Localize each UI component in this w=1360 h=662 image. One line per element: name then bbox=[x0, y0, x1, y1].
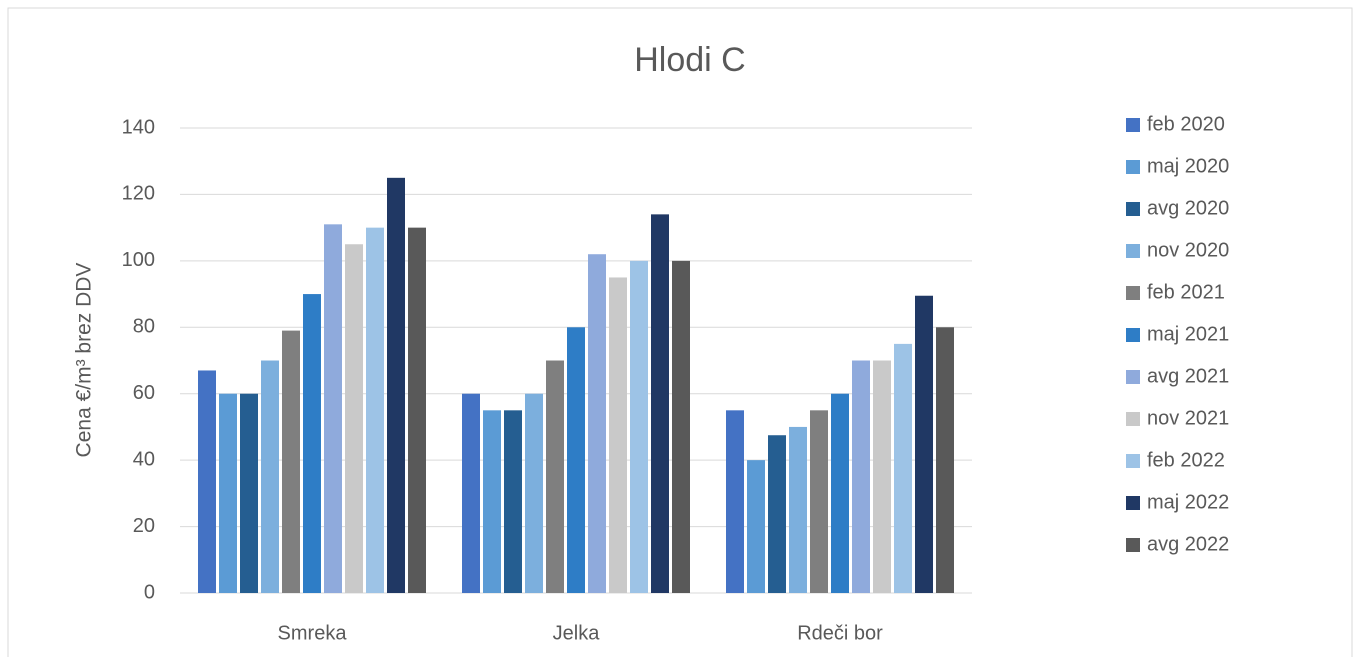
bar bbox=[483, 410, 501, 593]
bar bbox=[567, 327, 585, 593]
legend-swatch bbox=[1126, 496, 1140, 510]
y-tick-label: 140 bbox=[122, 116, 155, 138]
y-tick-label: 0 bbox=[144, 581, 155, 603]
legend-swatch bbox=[1126, 202, 1140, 216]
bar bbox=[504, 410, 522, 593]
bar bbox=[261, 360, 279, 593]
legend-swatch bbox=[1126, 370, 1140, 384]
bar bbox=[462, 393, 480, 593]
bar bbox=[387, 177, 405, 594]
legend-swatch bbox=[1126, 286, 1140, 300]
y-tick-label: 120 bbox=[122, 183, 155, 205]
bar bbox=[915, 295, 933, 593]
legend-swatch bbox=[1126, 160, 1140, 174]
legend-swatch bbox=[1126, 118, 1140, 132]
bar bbox=[303, 294, 321, 593]
legend-label: maj 2022 bbox=[1147, 491, 1229, 513]
chart-border bbox=[7, 7, 1353, 662]
bar bbox=[936, 327, 954, 593]
bar bbox=[282, 330, 300, 593]
legend-swatch bbox=[1126, 538, 1140, 552]
x-tick-label: Smreka bbox=[278, 622, 348, 644]
legend-label: maj 2020 bbox=[1147, 155, 1229, 177]
chart-title: Hlodi C bbox=[634, 41, 745, 79]
bar bbox=[219, 393, 237, 593]
y-tick-label: 40 bbox=[133, 448, 155, 470]
legend-swatch bbox=[1126, 412, 1140, 426]
bar bbox=[408, 227, 426, 593]
bar bbox=[324, 224, 342, 594]
bar bbox=[546, 360, 564, 593]
legend-label: nov 2020 bbox=[1147, 239, 1229, 261]
legend-swatch bbox=[1126, 328, 1140, 342]
bar bbox=[366, 227, 384, 593]
bar bbox=[651, 214, 669, 593]
legend-label: maj 2021 bbox=[1147, 323, 1229, 345]
y-tick-label: 100 bbox=[122, 249, 155, 271]
legend-label: avg 2021 bbox=[1147, 365, 1229, 387]
legend-swatch bbox=[1126, 244, 1140, 258]
legend-swatch bbox=[1126, 454, 1140, 468]
bar bbox=[810, 410, 828, 593]
bar bbox=[672, 260, 690, 593]
bar bbox=[894, 343, 912, 593]
x-tick-label: Jelka bbox=[553, 622, 601, 644]
legend-label: avg 2020 bbox=[1147, 197, 1229, 219]
legend-label: feb 2021 bbox=[1147, 281, 1225, 303]
bar bbox=[768, 435, 786, 593]
bar bbox=[873, 360, 891, 593]
y-tick-label: 80 bbox=[133, 316, 155, 338]
y-tick-label: 20 bbox=[133, 515, 155, 537]
bar bbox=[789, 426, 807, 593]
bar bbox=[198, 370, 216, 593]
bar bbox=[747, 460, 765, 593]
bar bbox=[831, 393, 849, 593]
x-tick-label: Rdeči bor bbox=[797, 622, 883, 644]
legend-label: feb 2022 bbox=[1147, 449, 1225, 471]
bar bbox=[609, 277, 627, 593]
bar bbox=[525, 393, 543, 593]
bar bbox=[345, 244, 363, 593]
y-tick-label: 60 bbox=[133, 382, 155, 404]
legend-label: nov 2021 bbox=[1147, 407, 1229, 429]
bar bbox=[852, 360, 870, 593]
y-axis-label: Cena €/m³ brez DDV bbox=[73, 263, 96, 458]
legend-label: feb 2020 bbox=[1147, 113, 1225, 135]
bar bbox=[588, 254, 606, 593]
bar bbox=[240, 393, 258, 593]
bar bbox=[630, 260, 648, 593]
legend-label: avg 2022 bbox=[1147, 533, 1229, 555]
bar bbox=[726, 410, 744, 593]
